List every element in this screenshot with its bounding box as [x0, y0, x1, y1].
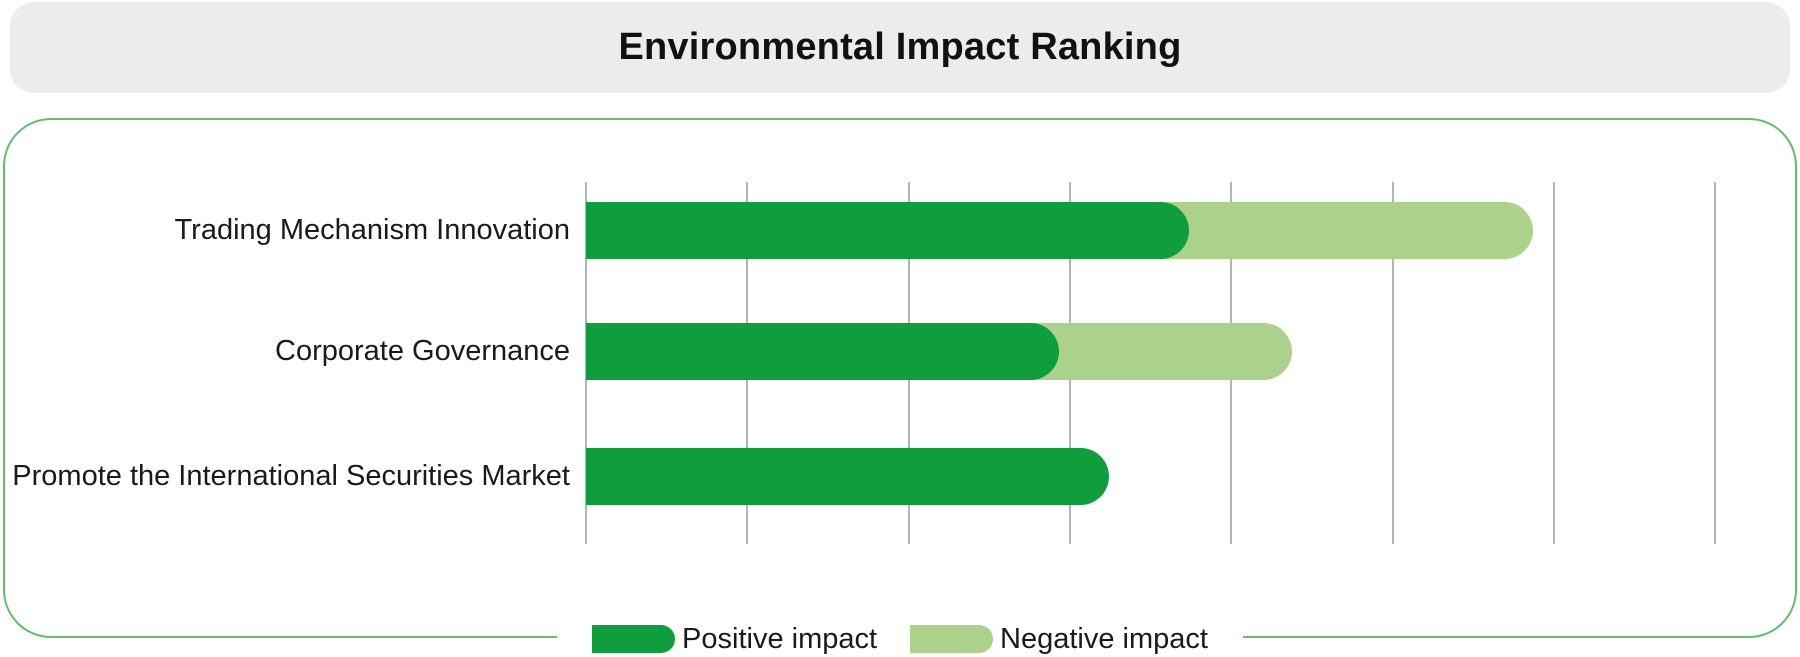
gridline	[1552, 182, 1555, 544]
bar-positive	[586, 448, 1109, 505]
category-label: Promote the International Securities Mar…	[12, 460, 570, 492]
legend-swatch-positive-icon	[592, 625, 676, 653]
category-label: Corporate Governance	[275, 335, 570, 367]
legend: Positive impact Negative impact	[557, 623, 1243, 655]
bar-positive	[586, 202, 1190, 259]
bar-positive	[586, 323, 1059, 380]
chart-title-bar: Environmental Impact Ranking	[10, 2, 1790, 93]
category-label: Trading Mechanism Innovation	[174, 214, 570, 246]
legend-label-positive: Positive impact	[682, 622, 878, 655]
legend-swatch-negative-icon	[910, 625, 994, 653]
legend-label-negative: Negative impact	[1000, 622, 1208, 655]
gridline	[1714, 182, 1717, 544]
page-title: Environmental Impact Ranking	[618, 26, 1182, 68]
gridline	[1391, 182, 1394, 544]
